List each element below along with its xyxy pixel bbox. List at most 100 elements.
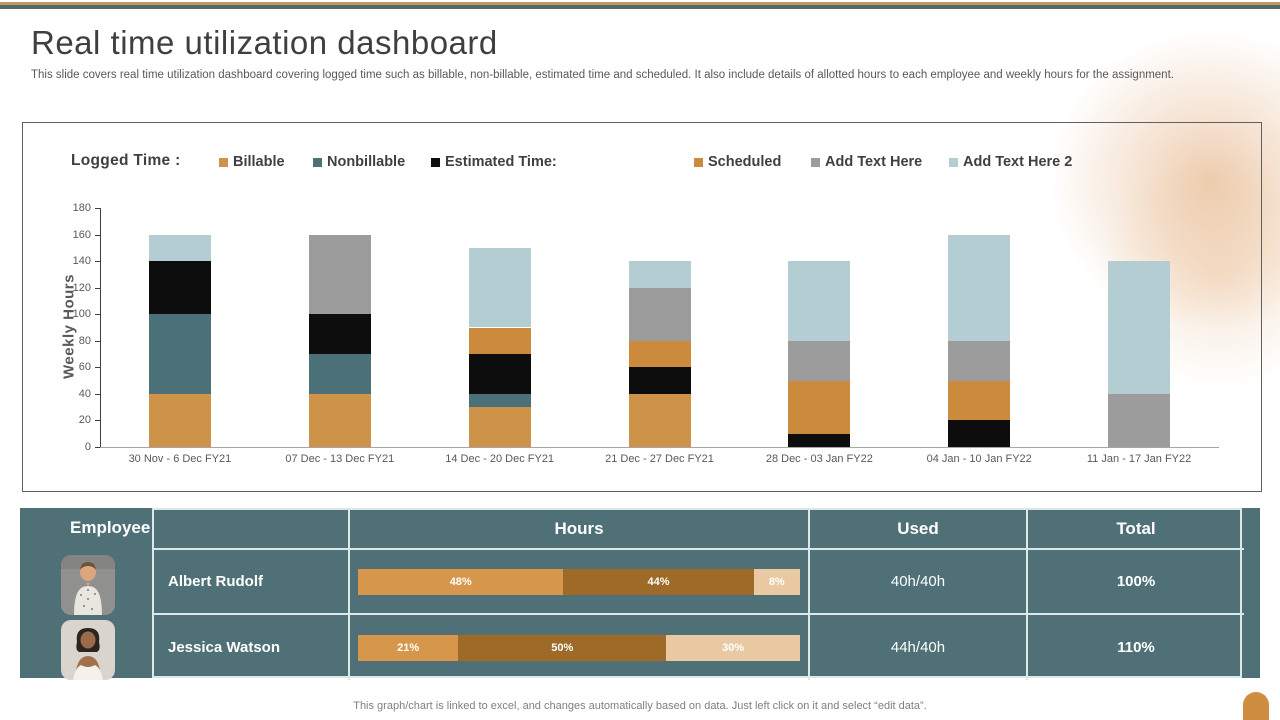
y-tick-mark xyxy=(95,447,100,448)
y-tick-mark xyxy=(95,420,100,422)
logged-time-chart[interactable]: Logged Time : Billable Nonbillable Estimat… xyxy=(22,122,1262,492)
bar-segment xyxy=(628,393,691,447)
employee-name: Albert Rudolf xyxy=(154,550,350,615)
hours-table-grid: Hours Used Total Albert Rudolf 48% 44% 8% 40h/4… xyxy=(152,508,1244,680)
legend-swatch-icon xyxy=(694,157,703,167)
legend-label: Billable xyxy=(233,154,285,170)
y-tick-label: 120 xyxy=(72,281,91,294)
hours-bar-segment: 44% xyxy=(563,568,754,595)
bar-segment xyxy=(308,234,371,315)
top-gold-line xyxy=(0,2,1280,5)
bar-segment xyxy=(148,234,211,262)
y-tick-mark xyxy=(95,393,100,395)
bar-segment xyxy=(308,314,371,355)
plot-area: 0 20 40 60 80 100 120 140 160 180 30 Nov - 6 Dec F… xyxy=(23,123,1261,491)
bar-segment xyxy=(948,380,1011,421)
page-subtitle: This slide covers real time utilization … xyxy=(31,69,1174,81)
bar-segment xyxy=(788,261,851,341)
y-tick-label: 100 xyxy=(72,308,91,321)
top-slate-line xyxy=(0,5,1280,9)
bar-segment xyxy=(308,393,371,447)
column-header-employee: Employee xyxy=(70,518,151,537)
bar-segment xyxy=(468,393,531,408)
employee-name: Jessica Watson xyxy=(154,615,350,680)
legend-item: Estimated Time: xyxy=(431,154,557,170)
legend-label: Estimated Time: xyxy=(445,154,557,170)
bar-segment xyxy=(468,247,531,328)
bar-segment xyxy=(628,340,691,368)
legend-swatch-icon xyxy=(431,157,440,167)
y-tick-label: 140 xyxy=(72,255,91,268)
hours-bar-cell: 48% 44% 8% xyxy=(350,550,810,615)
y-tick-mark xyxy=(95,208,100,209)
hours-bar-segment: 50% xyxy=(458,634,667,661)
hours-bar: 48% 44% 8% xyxy=(358,568,800,595)
y-tick-mark xyxy=(95,340,100,342)
legend-swatch-icon xyxy=(949,157,958,167)
bar-segment xyxy=(788,380,851,434)
hours-bar-segment: 8% xyxy=(753,568,800,595)
legend-swatch-icon xyxy=(219,157,228,167)
bar-segment xyxy=(788,433,851,447)
x-axis-line xyxy=(100,447,1219,448)
y-tick-mark xyxy=(95,234,100,236)
total-value: 110% xyxy=(1117,639,1155,656)
column-header-hours: Hours xyxy=(350,510,810,550)
bar-segment xyxy=(1108,393,1171,447)
legend-label: Add Text Here xyxy=(825,154,923,170)
y-tick-mark xyxy=(95,367,100,369)
bar-segment xyxy=(148,393,211,447)
legend-label: Add Text Here 2 xyxy=(963,154,1073,170)
y-tick-label: 40 xyxy=(78,387,91,400)
legend-swatch-icon xyxy=(811,157,820,167)
y-tick-label: 60 xyxy=(78,361,91,374)
bar-segment xyxy=(1108,261,1171,394)
bar-segment xyxy=(468,354,531,394)
y-tick-mark xyxy=(95,314,100,316)
hours-bar-segment: 21% xyxy=(358,634,459,661)
used-value: 44h/40h xyxy=(810,615,1028,680)
legend-item: Add Text Here 2 xyxy=(949,154,1072,170)
y-tick-mark xyxy=(95,287,100,289)
used-value: 40h/40h xyxy=(810,550,1028,615)
y-tick-mark xyxy=(95,261,100,263)
x-axis-label: 07 Dec - 13 Dec FY21 xyxy=(285,453,395,465)
bar-segment xyxy=(948,340,1011,381)
total-value: 100% xyxy=(1028,550,1244,615)
legend-item: Nonbillable xyxy=(313,154,405,170)
bar-segment xyxy=(628,261,691,288)
y-tick-label: 20 xyxy=(78,414,91,427)
x-axis-label: 14 Dec - 20 Dec FY21 xyxy=(445,453,555,465)
footer-note: This graph/chart is linked to excel, and… xyxy=(353,700,927,712)
bar-segment xyxy=(468,327,531,355)
y-tick-label: 0 xyxy=(84,441,91,453)
albert-photo xyxy=(61,555,115,615)
legend-label: Scheduled xyxy=(708,154,782,170)
legend-swatch-icon xyxy=(313,157,322,167)
bar-segment xyxy=(628,287,691,341)
bar-segment xyxy=(308,354,371,394)
hours-bar-segment: 48% xyxy=(358,568,564,595)
bar-segment xyxy=(948,234,1011,341)
y-axis-line xyxy=(100,208,101,448)
bar-segment xyxy=(148,261,211,315)
y-tick-label: 160 xyxy=(72,228,91,241)
legend-label: Nonbillable xyxy=(327,154,406,170)
x-axis-label: 30 Nov - 6 Dec FY21 xyxy=(128,453,232,465)
utilization-table[interactable]: Employee Hours Used Total Albert Rudolf 48% 4… xyxy=(20,508,1260,680)
legend-item: Scheduled xyxy=(694,154,781,170)
corner-pill-decoration xyxy=(1243,692,1269,720)
x-axis-label: 28 Dec - 03 Jan FY22 xyxy=(765,453,873,465)
bar-segment xyxy=(148,314,211,394)
column-header-used: Used xyxy=(810,510,1028,550)
page-title: Real time utilization dashboard xyxy=(31,24,498,61)
y-tick-label: 180 xyxy=(72,202,91,214)
bar-segment xyxy=(628,367,691,394)
hours-bar: 21% 50% 30% xyxy=(358,634,800,661)
jessica-photo xyxy=(61,620,115,680)
legend-item: Add Text Here xyxy=(811,154,922,170)
legend-title: Logged Time : xyxy=(71,152,181,169)
x-axis-label: 21 Dec - 27 Dec FY21 xyxy=(605,453,714,465)
x-axis-label: 11 Jan - 17 Jan FY22 xyxy=(1086,453,1192,465)
